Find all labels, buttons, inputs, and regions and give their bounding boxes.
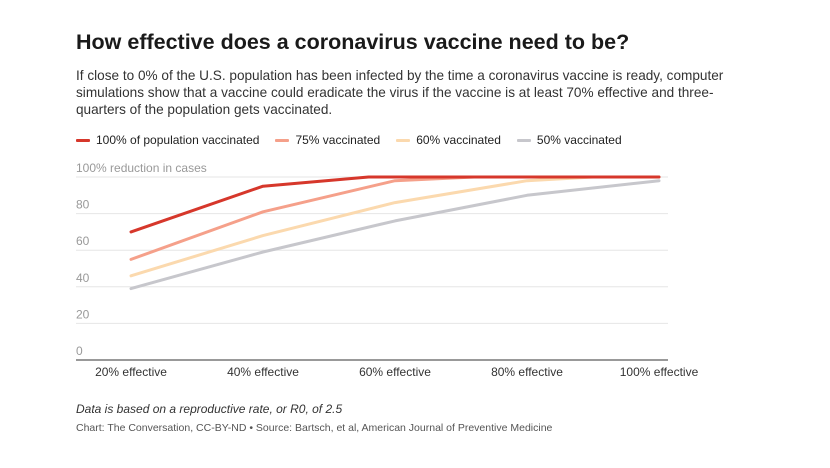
legend-item-1: 100% of population vaccinated [76,133,259,147]
chart-note: Data is based on a reproductive rate, or… [76,402,343,416]
chart-subtitle: If close to 0% of the U.S. population ha… [76,68,724,117]
legend-swatch-3 [396,138,411,142]
legend-label-2: 75% vaccinated [295,133,381,147]
x-tick-label-5: 100% effective [620,365,699,379]
legend-swatch-2 [275,138,290,142]
chart-title: How effective does a coronavirus vaccine… [76,30,630,54]
chart-credit: Chart: The Conversation, CC-BY-ND • Sour… [76,422,553,434]
series-line-3 [129,175,661,278]
y-tick-label-40: 40 [76,271,90,285]
x-tick-label-2: 40% effective [227,365,299,379]
legend-label-3: 60% vaccinated [416,133,501,147]
y-tick-label-80: 80 [76,198,90,212]
x-tick-label-1: 20% effective [95,365,167,379]
y-tick-label-100: 100% reduction in cases [76,161,207,175]
legend-label-1: 100% of population vaccinated [96,133,260,147]
series-line-1 [129,175,661,234]
y-tick-label-0: 0 [76,344,83,358]
y-tick-label-20: 20 [76,307,90,321]
chart-legend: 100% of population vaccinated 75% vaccina… [76,133,638,147]
series-line-4 [129,179,661,291]
legend-item-3: 60% vaccinated [396,133,501,147]
legend-label-4: 50% vaccinated [536,133,622,147]
y-tick-label-60: 60 [76,234,90,248]
legend-swatch-4 [516,138,531,142]
x-tick-label-3: 60% effective [359,365,431,379]
legend-item-2: 75% vaccinated [275,133,380,147]
legend-swatch-1 [76,138,90,142]
legend-item-4: 50% vaccinated [516,133,622,147]
x-tick-label-4: 80% effective [491,365,563,379]
